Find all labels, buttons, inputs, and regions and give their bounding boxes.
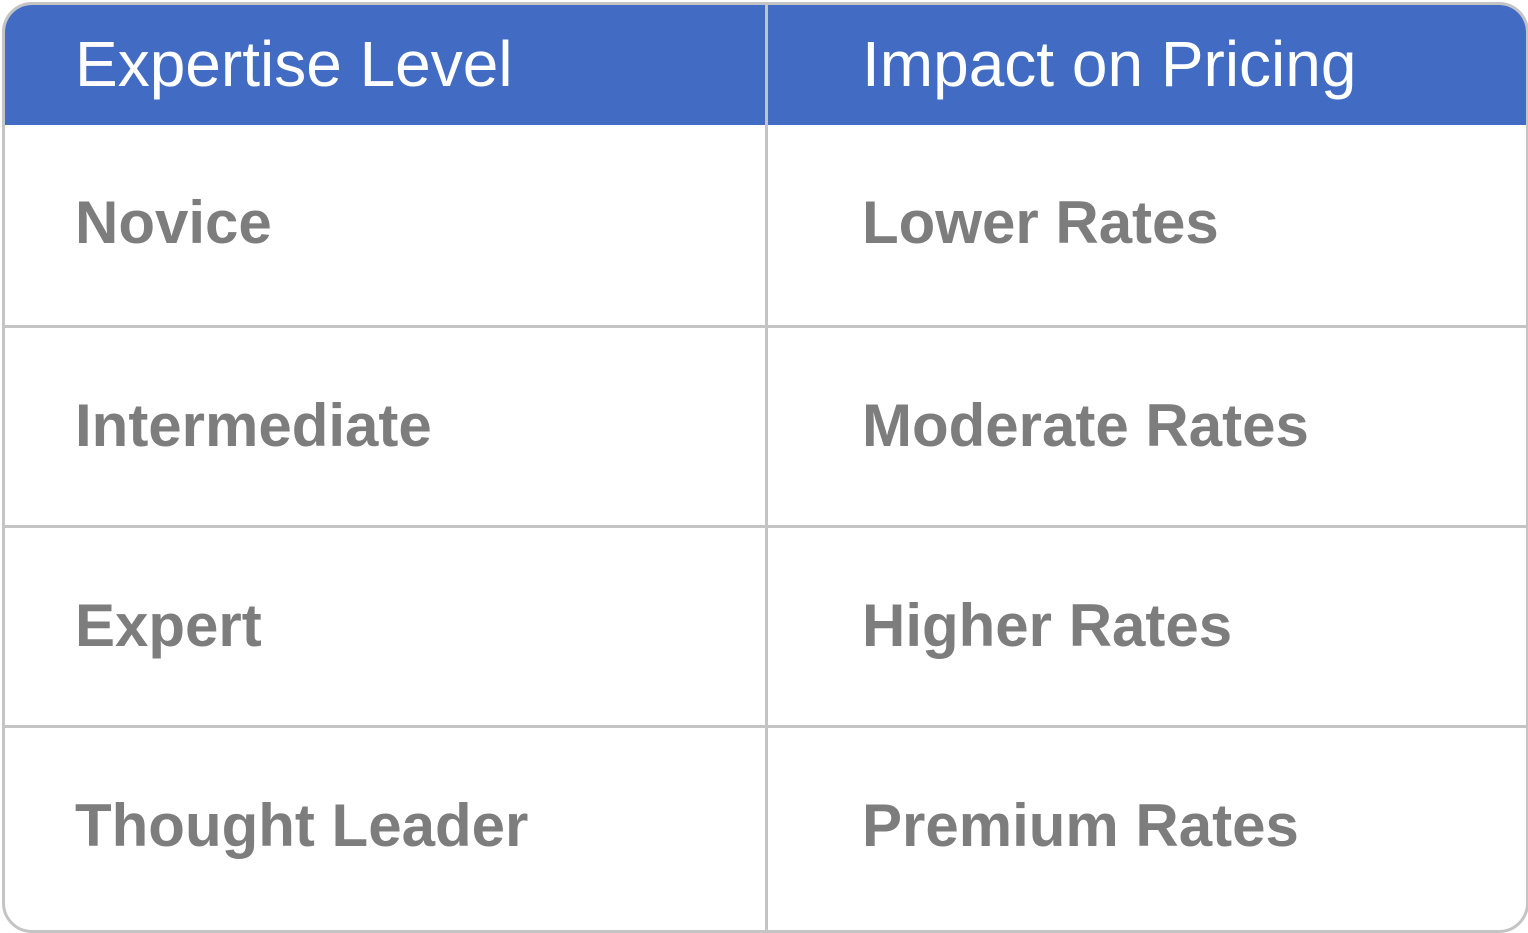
table-row: Thought Leader Premium Rates <box>5 728 1526 928</box>
pricing-cell: Moderate Rates <box>862 392 1309 459</box>
expertise-cell: Intermediate <box>75 392 432 459</box>
table-row: Intermediate Moderate Rates <box>5 328 1526 528</box>
expertise-cell: Expert <box>75 592 262 659</box>
expertise-cell: Novice <box>75 189 272 256</box>
pricing-cell: Higher Rates <box>862 592 1233 659</box>
header-impact-on-pricing: Impact on Pricing <box>862 28 1357 100</box>
pricing-cell: Premium Rates <box>862 792 1299 859</box>
expertise-cell: Thought Leader <box>75 792 529 859</box>
header-expertise-level: Expertise Level <box>75 28 513 100</box>
pricing-cell: Lower Rates <box>862 189 1219 256</box>
column-divider <box>765 5 768 930</box>
table-row: Expert Higher Rates <box>5 528 1526 728</box>
table-row: Novice Lower Rates <box>5 125 1526 325</box>
